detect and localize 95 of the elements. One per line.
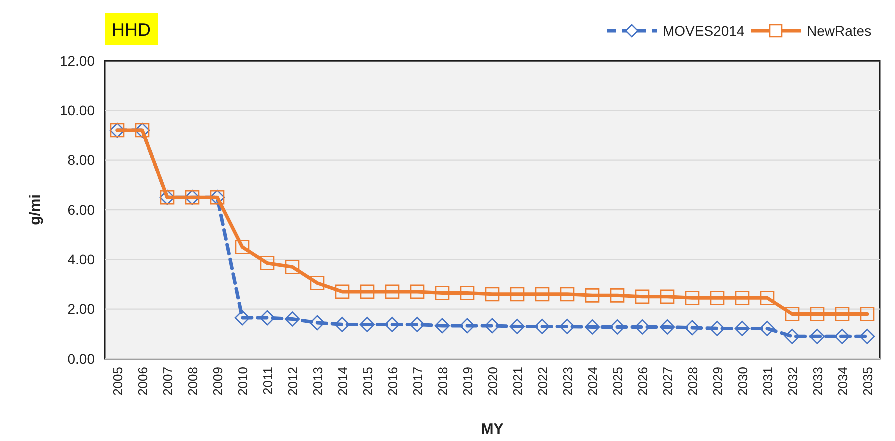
point [835,307,850,322]
point [810,329,826,344]
point [460,286,475,300]
point [284,312,300,327]
y-tick-label: 10.00 [60,102,96,119]
point [660,320,676,335]
point [810,307,825,322]
x-tick-label: 2016 [386,367,400,396]
point [360,317,376,332]
x-tick-label: 2032 [786,367,800,396]
point [584,320,600,335]
x-tick-label: 2029 [710,367,726,396]
x-tick-label: 2033 [810,367,826,396]
x-tick-label: 2035 [860,367,876,396]
point [535,287,550,302]
x-tick-label: 2023 [560,367,576,396]
x-tick-label: 2027 [660,367,676,396]
point [534,319,550,334]
point [384,317,400,332]
x-tick-label: 2020 [486,367,500,396]
point [435,286,450,300]
point [660,290,675,304]
point [560,319,576,334]
point [310,315,326,331]
point [410,284,425,300]
x-tick-label: 2011 [260,367,276,395]
point [610,320,626,335]
point [335,284,350,300]
point [260,256,275,271]
point [635,290,650,304]
x-tick-label: 2021 [510,367,526,396]
x-tick-label: 2010 [236,367,250,396]
y-axis-title: g/mi [27,194,44,226]
x-tick-label: 2028 [686,367,700,396]
point [484,318,500,334]
x-tick-label: 2030 [736,367,750,396]
x-tick-label: 2009 [210,367,226,396]
x-tick-label: 2005 [110,367,126,396]
x-tick-label: 2012 [286,367,300,396]
x-tick-label: 2024 [586,367,600,396]
legend-label: MOVES2014 [663,22,745,39]
point [560,287,575,302]
point [760,291,775,306]
x-tick-label: 2031 [760,367,776,396]
y-tick-label: 2.00 [68,301,96,318]
x-tick-label: 2022 [536,367,550,396]
point [260,310,276,326]
point [385,284,400,300]
x-tick-label: 2018 [436,367,450,396]
point [360,284,375,300]
point [235,240,250,254]
y-tick-label: 8.00 [68,152,96,168]
x-tick-label: 2007 [160,367,176,396]
point [460,318,476,334]
legend-label: NewRates [807,22,872,39]
x-tick-label: 2017 [410,367,426,396]
y-tick-label: 0.00 [68,350,96,367]
point [585,288,600,303]
point [860,329,876,344]
x-axis-title: MY [481,421,504,438]
x-tick-label: 2013 [310,367,326,396]
x-tick-label: 2006 [136,367,150,396]
point [634,320,650,335]
point [510,319,526,334]
x-tick-label: 2008 [186,367,200,396]
x-tick-label: 2026 [636,367,650,396]
point [760,321,776,336]
point [610,288,625,303]
point [734,321,750,336]
point [784,329,800,344]
x-tick-label: 2034 [836,367,850,396]
x-tick-label: 2014 [336,367,350,396]
point [735,291,750,306]
y-tick-label: 12.00 [60,52,96,69]
point [860,307,875,322]
x-tick-label: 2025 [610,367,626,396]
point [310,276,325,290]
point [410,317,426,332]
point [710,321,726,336]
point [485,287,500,302]
chart-title: HHD [112,20,151,40]
point [334,317,350,332]
point [285,260,300,274]
point [234,310,250,326]
point [685,291,700,306]
y-tick-label: 4.00 [68,252,96,268]
point [434,318,450,334]
point [510,287,525,302]
point [785,307,800,322]
x-tick-label: 2015 [360,367,376,396]
x-tick-label: 2019 [460,367,476,396]
y-tick-label: 6.00 [68,202,96,218]
point [710,291,725,306]
point [684,320,700,336]
point [834,329,850,344]
